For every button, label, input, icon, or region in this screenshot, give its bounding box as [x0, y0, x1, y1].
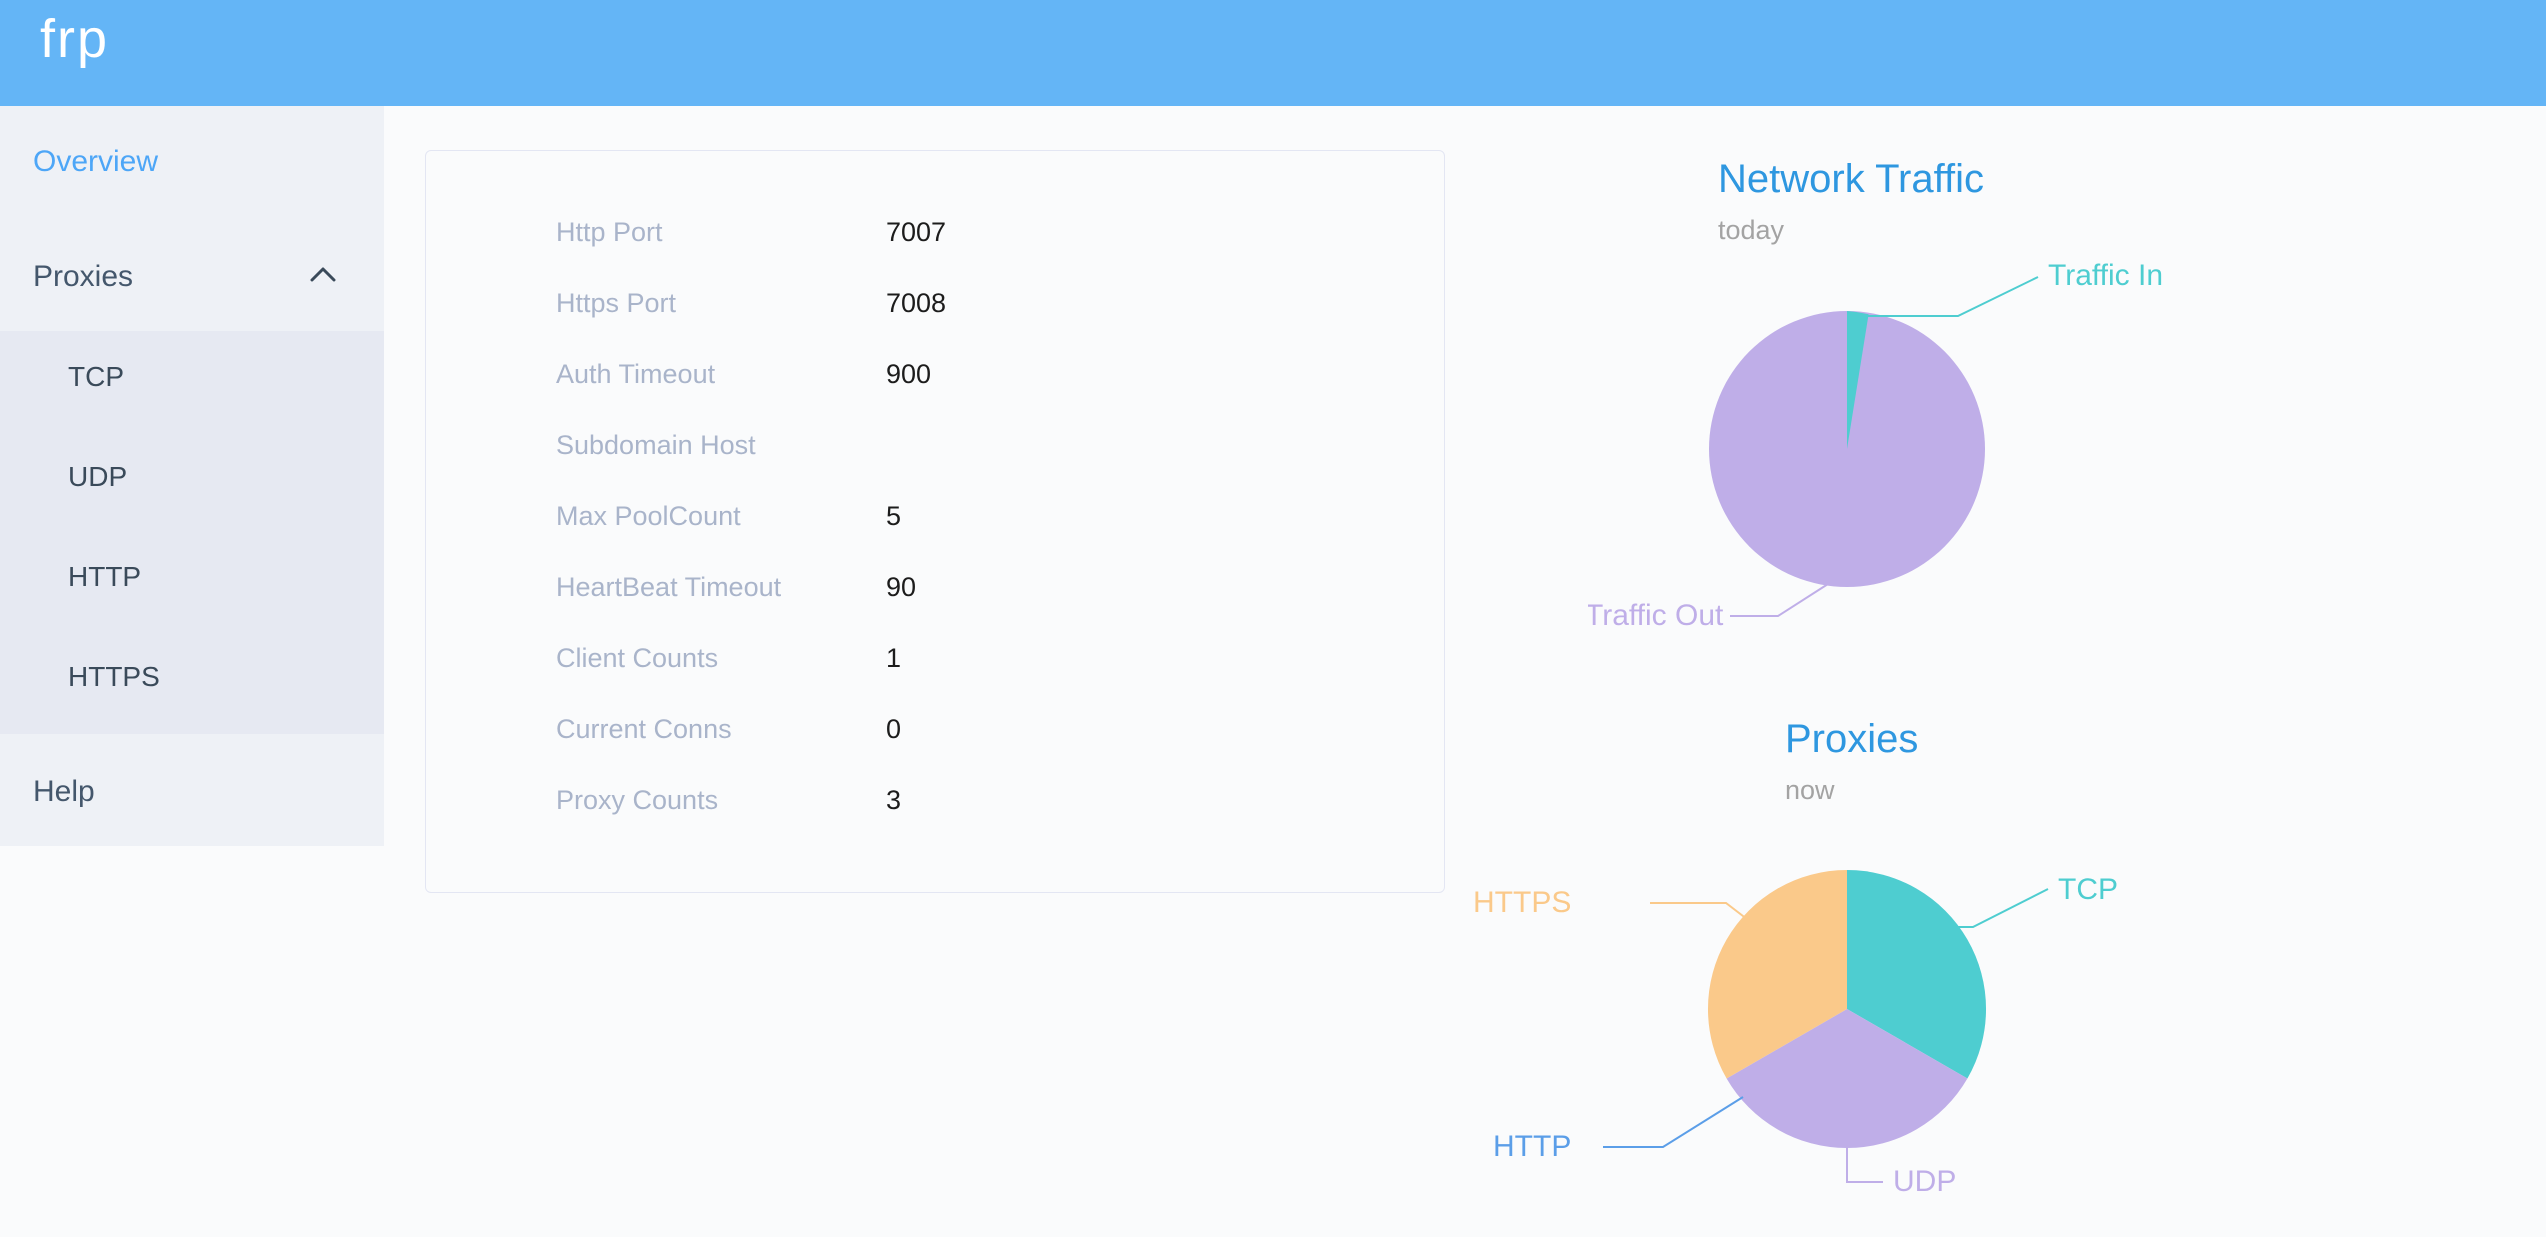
svg-text:TCP: TCP: [2058, 873, 2118, 906]
svg-text:HTTP: HTTP: [1493, 1130, 1571, 1163]
svg-text:UDP: UDP: [1893, 1165, 1956, 1198]
svg-text:HTTPS: HTTPS: [1473, 886, 1571, 919]
svg-text:Traffic In: Traffic In: [2048, 259, 2163, 292]
svg-text:Traffic Out: Traffic Out: [1588, 599, 1724, 632]
